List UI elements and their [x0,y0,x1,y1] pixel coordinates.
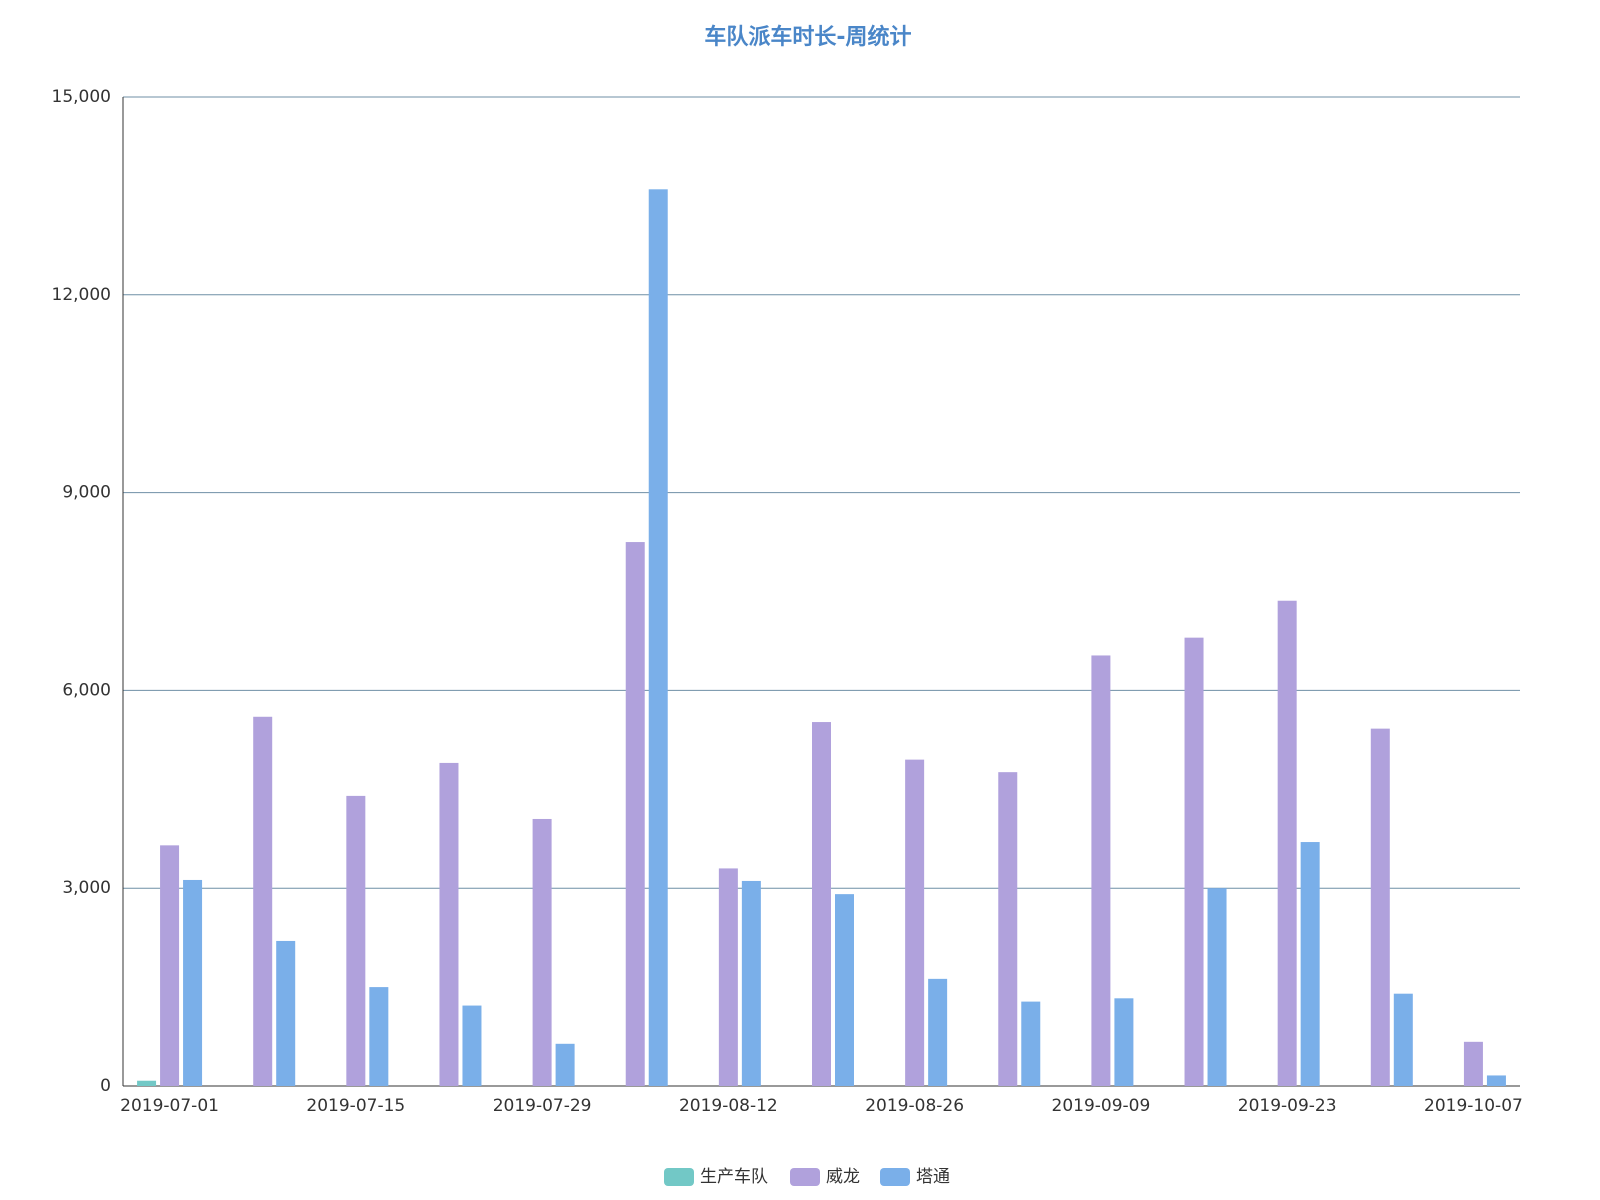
bar [1370,728,1390,1086]
bar [1207,888,1227,1086]
legend-swatch [880,1168,910,1186]
bar [741,880,761,1086]
y-tick-label: 0 [100,1076,111,1096]
bar [439,762,459,1086]
y-tick-label: 6,000 [62,680,111,700]
bar [253,716,273,1086]
legend-label: 威龙 [826,1167,860,1187]
bar [276,940,296,1086]
bar [160,845,180,1086]
y-tick-label: 12,000 [52,285,111,305]
legend-label: 生产车队 [700,1167,768,1187]
bar [812,722,831,1086]
bar [1091,655,1111,1086]
legend-swatch [664,1168,694,1186]
bar [1021,1001,1041,1086]
x-tick-label: 2019-09-23 [1238,1096,1337,1116]
bar [1277,600,1297,1086]
legend-swatch [790,1168,820,1186]
x-tick-label: 2019-07-15 [306,1096,405,1116]
x-tick-label: 2019-07-01 [120,1096,219,1116]
bar [928,978,948,1086]
legend-label: 塔通 [916,1167,950,1187]
bar [998,772,1018,1086]
bar [183,879,203,1086]
bar [718,868,738,1086]
bar [1300,842,1320,1086]
bar [369,987,389,1086]
y-tick-label: 9,000 [62,483,111,503]
bar [346,795,366,1086]
x-tick-label: 2019-08-12 [679,1096,778,1116]
bar [1486,1075,1506,1086]
bar [532,818,552,1086]
x-tick-label: 2019-10-07 [1424,1096,1523,1116]
y-tick-label: 3,000 [62,878,111,898]
x-tick-label: 2019-08-26 [865,1096,964,1116]
bar [1184,637,1204,1086]
bar [1393,993,1413,1086]
x-tick-label: 2019-07-29 [493,1096,592,1116]
bar [648,189,668,1087]
bar [1463,1041,1483,1086]
bar [1114,998,1134,1086]
bar [555,1043,575,1086]
bar [905,759,925,1086]
bar [462,1005,482,1086]
x-tick-label: 2019-09-09 [1052,1096,1151,1116]
bar [625,542,645,1086]
chart-title: 车队派车时长-周统计 [704,24,911,50]
bar [137,1080,157,1086]
bar [835,894,854,1086]
y-tick-label: 15,000 [52,87,111,107]
